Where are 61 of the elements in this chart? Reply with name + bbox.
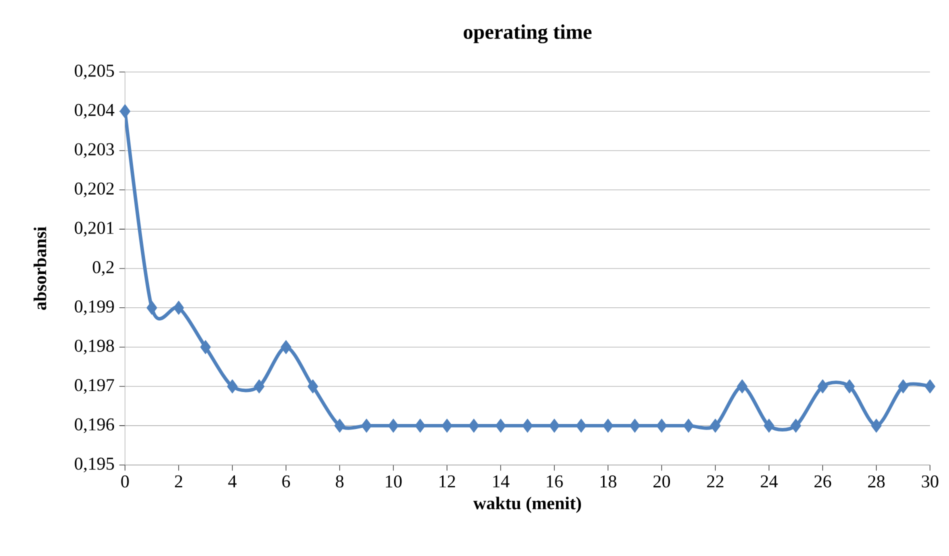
point [361,418,372,433]
point [280,340,292,354]
x-tick-label: 6 [282,475,290,488]
point [871,418,882,433]
x-tick-label: 16 [546,475,563,488]
chart-title: operating time [464,24,592,44]
point [414,418,426,433]
point [173,300,184,315]
point [200,340,211,354]
x-axis-title: waktu (menit) [473,496,581,514]
x-tick-label: 24 [760,475,778,488]
point [308,379,318,394]
point [736,379,748,394]
point [388,418,399,433]
point [227,379,238,394]
y-tick-label: 0,2 [92,261,114,276]
x-tick-label: 28 [868,475,885,488]
x-tick-label: 26 [814,475,832,488]
y-tick-label: 0,203 [74,143,114,158]
point [764,418,774,433]
point [790,418,802,433]
y-tick-label: 0,205 [74,64,114,80]
x-tick-label: 30 [922,475,938,488]
point [898,379,908,394]
y-tick-label: 0,196 [74,418,114,434]
point [549,418,560,433]
y-tick-label: 0,199 [74,300,114,316]
point [120,104,130,118]
point [468,418,480,433]
point [630,418,640,433]
point [844,379,855,394]
x-tick-label: 14 [493,475,510,488]
point [442,418,452,433]
y-axis-title: absorbansi [34,226,46,310]
point [817,379,828,394]
x-tick-label: 20 [653,475,670,488]
x-tick-label: 0 [121,475,129,488]
point [602,418,614,433]
point [924,379,936,394]
x-tick-label: 4 [228,475,237,488]
y-tick-label: 0,204 [74,104,114,119]
point [334,418,346,433]
y-tick-label: 0,197 [74,379,114,394]
x-tick-label: 18 [600,475,616,488]
point [254,379,265,394]
y-tick-label: 0,202 [74,182,114,198]
x-tick-label: 12 [440,475,456,488]
point [683,418,694,433]
y-tick-label: 0,201 [74,222,114,237]
x-tick-label: 10 [386,475,402,488]
point [656,418,668,433]
x-tick-label: 8 [336,475,344,488]
x-tick-label: 2 [174,475,182,488]
y-tick-label: 0,195 [74,458,114,472]
point [710,418,721,433]
point [146,300,158,315]
point [495,418,506,433]
point [576,418,587,433]
point [522,418,533,433]
y-tick-label: 0,198 [74,340,114,354]
x-tick-label: 22 [707,475,724,488]
